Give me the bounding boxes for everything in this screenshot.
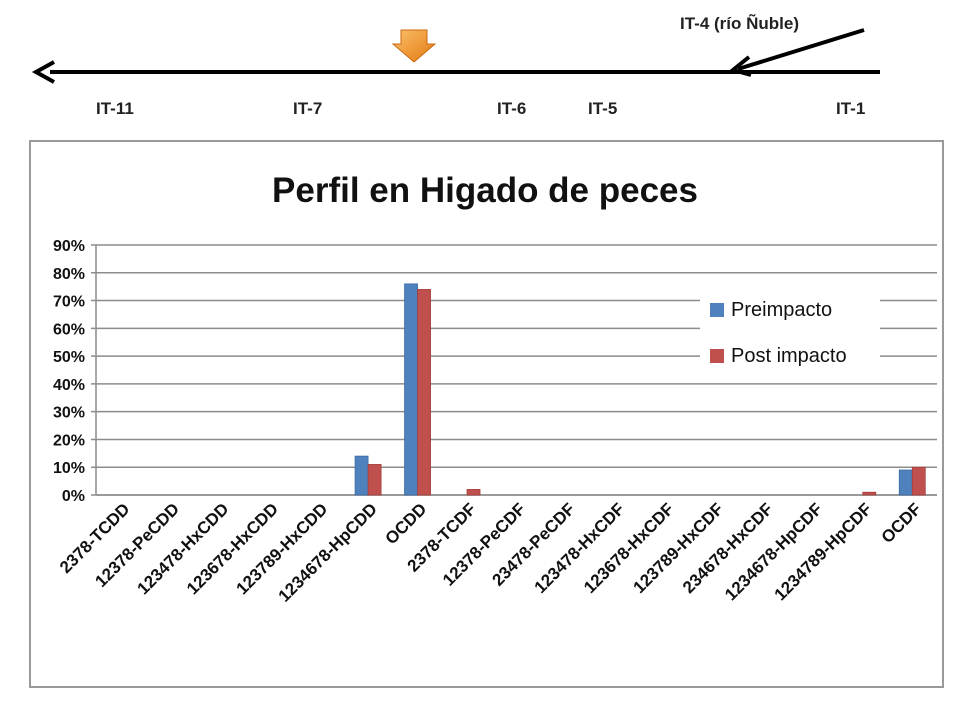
legend-swatch (710, 303, 724, 317)
bar-preimpacto (898, 469, 913, 496)
legend-label: Post impacto (731, 345, 847, 367)
bar-post-impacto (862, 491, 877, 496)
y-tick-label: 90% (53, 238, 85, 255)
legend-box (700, 288, 880, 380)
x-tick-label: 123478-HxCDD (134, 499, 233, 598)
x-tick-label: OCDD (382, 499, 431, 548)
y-tick-label: 10% (53, 460, 85, 477)
x-tick-label: OCDF (878, 499, 925, 546)
y-tick-label: 0% (62, 488, 85, 505)
y-tick-label: 20% (53, 432, 85, 449)
bar-preimpacto (354, 455, 369, 496)
x-tick-label: 123678-HxCDF (580, 499, 678, 597)
site-label-it11: IT-11 (96, 99, 134, 118)
site-label-it1: IT-1 (836, 99, 866, 118)
x-tick-label: 123789-HxCDD (232, 499, 331, 598)
chart-frame (29, 140, 944, 688)
y-tick-label: 50% (53, 349, 85, 366)
x-tick-label: 123478-HxCDF (531, 499, 629, 597)
y-tick-label: 70% (53, 294, 85, 311)
chart-title: Perfil en Higado de peces (272, 171, 698, 210)
y-tick-label: 40% (53, 377, 85, 394)
river-diagram (31, 28, 880, 84)
legend-swatch (710, 349, 724, 363)
bar-post-impacto (417, 289, 431, 496)
site-label-it5: IT-5 (588, 99, 618, 118)
y-tick-label: 30% (53, 405, 85, 422)
tributary-arrow (728, 28, 865, 77)
x-tick-label: 123789-HxCDF (630, 499, 728, 597)
y-tick-label: 80% (53, 266, 85, 283)
legend-label: Preimpacto (731, 299, 832, 321)
impact-marker-icon (391, 29, 437, 63)
bar-post-impacto (367, 464, 382, 496)
site-label-it7: IT-7 (293, 99, 323, 118)
bar-post-impacto (911, 466, 926, 496)
y-tick-label: 60% (53, 321, 85, 338)
site-label-it6: IT-6 (497, 99, 527, 118)
bar-preimpacto (404, 283, 418, 496)
tributary-label: IT-4 (río Ñuble) (680, 14, 799, 33)
bar-post-impacto (466, 489, 481, 496)
x-tick-label: 123678-HxCDD (183, 499, 282, 598)
x-tick-label: 234678-HxCDF (679, 499, 777, 597)
